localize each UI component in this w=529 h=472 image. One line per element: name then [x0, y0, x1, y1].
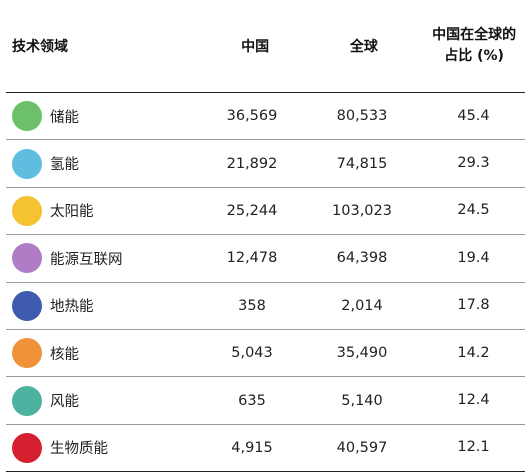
header-share-line1: 中国在全球的	[432, 27, 517, 43]
tech-cell: 风能	[6, 385, 202, 416]
china-count: 21,892	[226, 155, 278, 172]
china-count: 25,244	[226, 202, 278, 219]
tech-cell: 能源互联网	[6, 243, 202, 274]
tech-name: 氢能	[50, 157, 79, 174]
china-share: 14.2	[457, 344, 490, 361]
table-row: 氢能 21,892 74,815 29.3	[6, 140, 525, 188]
tech-cell: 生物质能	[6, 432, 202, 463]
tech-name: 能源互联网	[50, 251, 123, 268]
table-row: 风能 635 5,140 12.4	[6, 377, 525, 425]
header-share: 中国在全球的 占比 (%)	[423, 25, 525, 67]
tech-name: 风能	[50, 394, 79, 411]
table-row: 太阳能 25,244 103,023 24.5	[6, 188, 525, 236]
global-count: 64,398	[336, 250, 388, 267]
china-count: 4,915	[231, 439, 273, 456]
china-share: 45.4	[457, 107, 490, 124]
category-color-dot	[12, 101, 42, 132]
tech-name: 储能	[50, 109, 79, 126]
china-count: 358	[238, 297, 266, 314]
header-field: 技术领域	[12, 39, 68, 55]
table-row: 地热能 358 2,014 17.8	[6, 283, 525, 330]
china-share: 12.1	[457, 439, 490, 456]
category-color-dot	[12, 338, 42, 369]
category-color-dot	[12, 385, 42, 416]
global-count: 2,014	[341, 297, 383, 314]
table-row: 能源互联网 12,478 64,398 19.4	[6, 235, 525, 283]
china-count: 36,569	[226, 108, 278, 125]
china-count: 5,043	[231, 345, 273, 362]
global-count: 35,490	[336, 345, 388, 362]
table-body: 储能 36,569 80,533 45.4 氢能 21,892 74,815 29.3 太阳能 2…	[6, 93, 525, 472]
category-color-dot	[12, 148, 42, 179]
category-color-dot	[12, 432, 42, 463]
china-share: 12.4	[457, 392, 490, 409]
china-count: 635	[238, 392, 266, 409]
tech-cell: 地热能	[6, 290, 202, 321]
tech-name: 地热能	[50, 299, 94, 316]
global-count: 103,023	[332, 202, 392, 219]
header-china: 中国	[241, 39, 270, 55]
header-global: 全球	[349, 39, 378, 55]
table-row: 生物质能 4,915 40,597 12.1	[6, 425, 525, 472]
tech-cell: 太阳能	[6, 195, 202, 226]
china-count: 12,478	[226, 250, 278, 267]
tech-cell: 氢能	[6, 148, 202, 179]
category-color-dot	[12, 290, 42, 321]
tech-name: 生物质能	[50, 441, 108, 458]
header-share-line2: 占比 (%)	[444, 48, 504, 64]
china-share: 19.4	[457, 249, 490, 266]
category-color-dot	[12, 195, 42, 226]
tech-name: 核能	[50, 346, 79, 363]
table-row: 核能 5,043 35,490 14.2	[6, 330, 525, 378]
china-share: 17.8	[457, 297, 490, 314]
tech-cell: 核能	[6, 338, 202, 369]
global-count: 40,597	[336, 439, 388, 456]
china-share: 29.3	[457, 155, 490, 172]
global-count: 80,533	[336, 108, 388, 125]
table-row: 储能 36,569 80,533 45.4	[6, 93, 525, 141]
china-share: 24.5	[457, 202, 490, 219]
tech-cell: 储能	[6, 101, 202, 132]
global-count: 74,815	[336, 155, 388, 172]
table-header: 技术领域 中国 全球 中国在全球的 占比 (%)	[6, 0, 525, 93]
tech-name: 太阳能	[50, 204, 94, 221]
global-count: 5,140	[341, 392, 383, 409]
category-color-dot	[12, 243, 42, 274]
patent-share-table: 技术领域 中国 全球 中国在全球的 占比 (%) 储能 36,569 80,533 4…	[6, 0, 525, 472]
